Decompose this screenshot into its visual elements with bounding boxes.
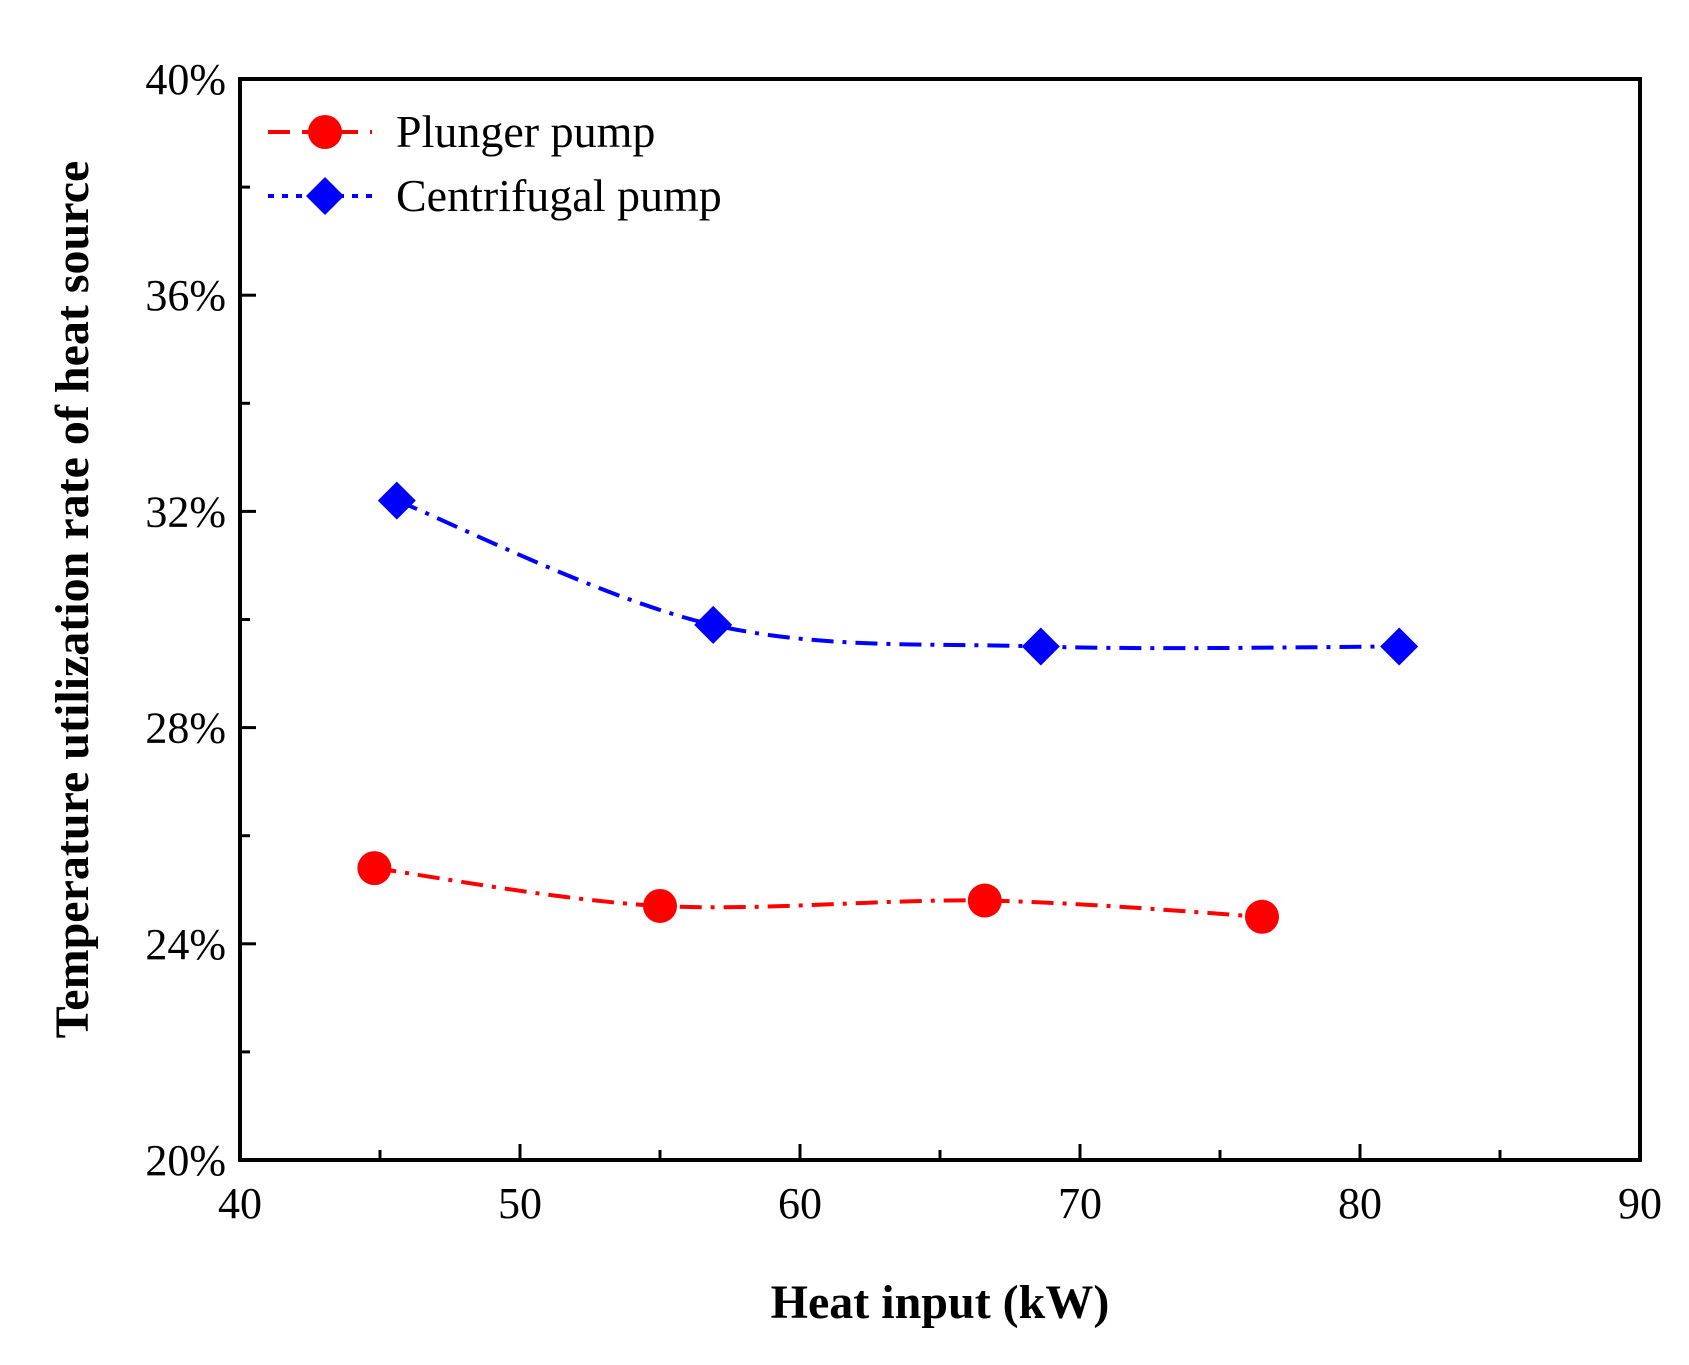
y-tick-label: 24% (145, 920, 226, 969)
x-tick-label: 40 (218, 1179, 262, 1228)
point-centrifugal-pump (377, 481, 416, 520)
legend-marker-centrifugal-pump (306, 177, 344, 215)
point-plunger-pump (357, 851, 392, 886)
legend: Plunger pump Centrifugal pump (268, 106, 722, 221)
y-tick-label: 20% (145, 1136, 226, 1185)
y-axis-title: Temperature utilization rate of heat sou… (46, 161, 99, 1039)
series-lines (374, 498, 1400, 919)
legend-marker-plunger-pump (308, 115, 342, 149)
x-tick-label: 80 (1338, 1179, 1382, 1228)
x-tick-label: 50 (498, 1179, 542, 1228)
point-centrifugal-pump (1380, 627, 1419, 666)
x-tick-label: 70 (1058, 1179, 1102, 1228)
tick-labels: 40 50 60 70 80 90 20% 24% 28% 32% 36% 40% (145, 55, 1662, 1228)
y-tick-label: 40% (145, 55, 226, 104)
plot-frame (238, 77, 1642, 1162)
x-tick-label: 60 (778, 1179, 822, 1228)
point-plunger-pump (967, 883, 1002, 918)
y-tick-label: 28% (145, 704, 226, 753)
series-markers (357, 481, 1419, 934)
legend-label-plunger-pump: Plunger pump (396, 106, 655, 157)
y-tick-label: 36% (145, 271, 226, 320)
legend-label-centrifugal-pump: Centrifugal pump (396, 170, 722, 221)
point-plunger-pump (643, 888, 677, 923)
y-tick-label: 32% (145, 487, 226, 536)
axis-ticks (240, 185, 1502, 1160)
point-plunger-pump (1245, 899, 1279, 934)
point-centrifugal-pump (1021, 627, 1060, 666)
series-line-plunger-pump (374, 866, 1263, 919)
point-centrifugal-pump (694, 605, 733, 644)
series-line-centrifugal-pump (396, 498, 1400, 651)
x-axis-title: Heat input (kW) (771, 1276, 1110, 1329)
x-tick-label: 90 (1618, 1179, 1662, 1228)
